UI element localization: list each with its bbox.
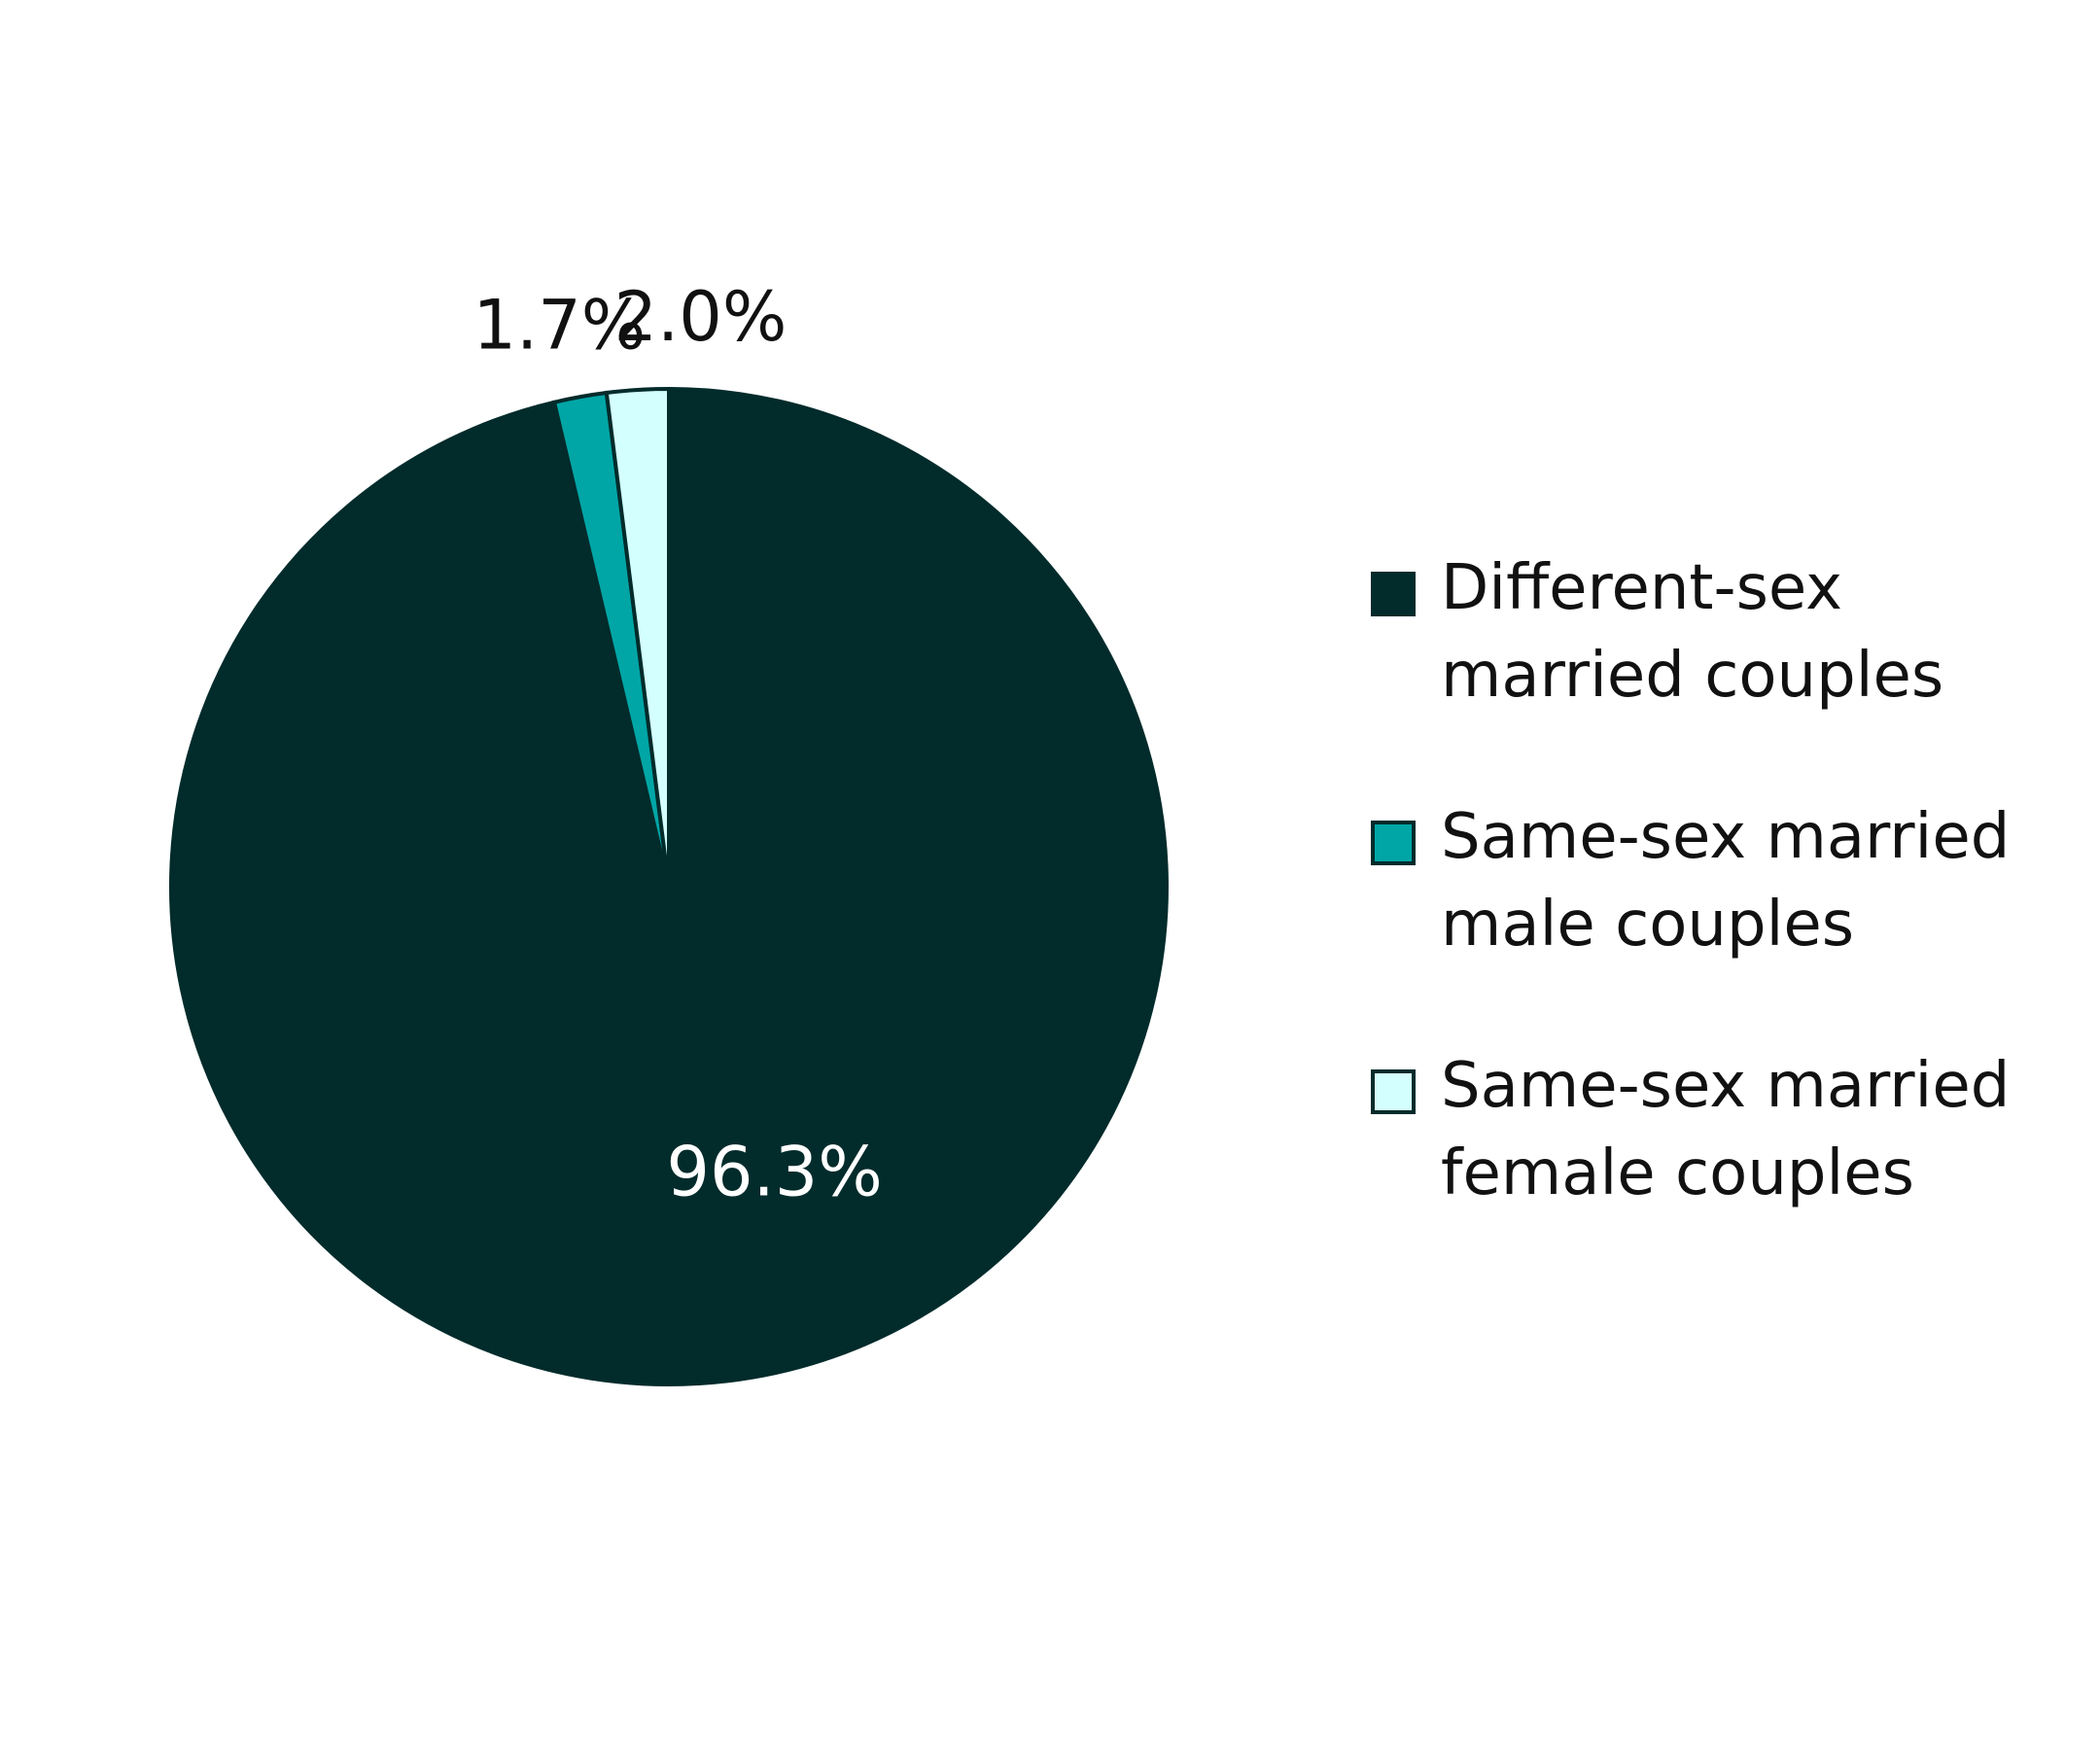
data-label-same-sex-male: 1.7% bbox=[472, 285, 646, 365]
pie-slice-same-sex-female bbox=[604, 386, 671, 888]
legend-swatch-different-sex bbox=[1371, 572, 1416, 616]
legend-label-different-sex: Different-sex married couples bbox=[1441, 552, 1944, 712]
legend-swatch-same-sex-female bbox=[1371, 1069, 1416, 1114]
legend-label-same-sex-female: Same-sex married female couples bbox=[1441, 1050, 2011, 1209]
data-label-same-sex-female: 2.0% bbox=[614, 277, 788, 357]
legend-item-different-sex: Different-sex married couples bbox=[1371, 544, 2071, 719]
legend-label-same-sex-male: Same-sex married male couples bbox=[1441, 801, 2011, 961]
legend-item-same-sex-female: Same-sex married female couples bbox=[1371, 1042, 2071, 1217]
legend-item-same-sex-male: Same-sex married male couples bbox=[1371, 793, 2071, 968]
data-label-different-sex: 96.3% bbox=[666, 1132, 882, 1211]
legend-swatch-same-sex-male bbox=[1371, 821, 1416, 865]
legend: Different-sex married couples Same-sex m… bbox=[1371, 544, 2071, 1291]
